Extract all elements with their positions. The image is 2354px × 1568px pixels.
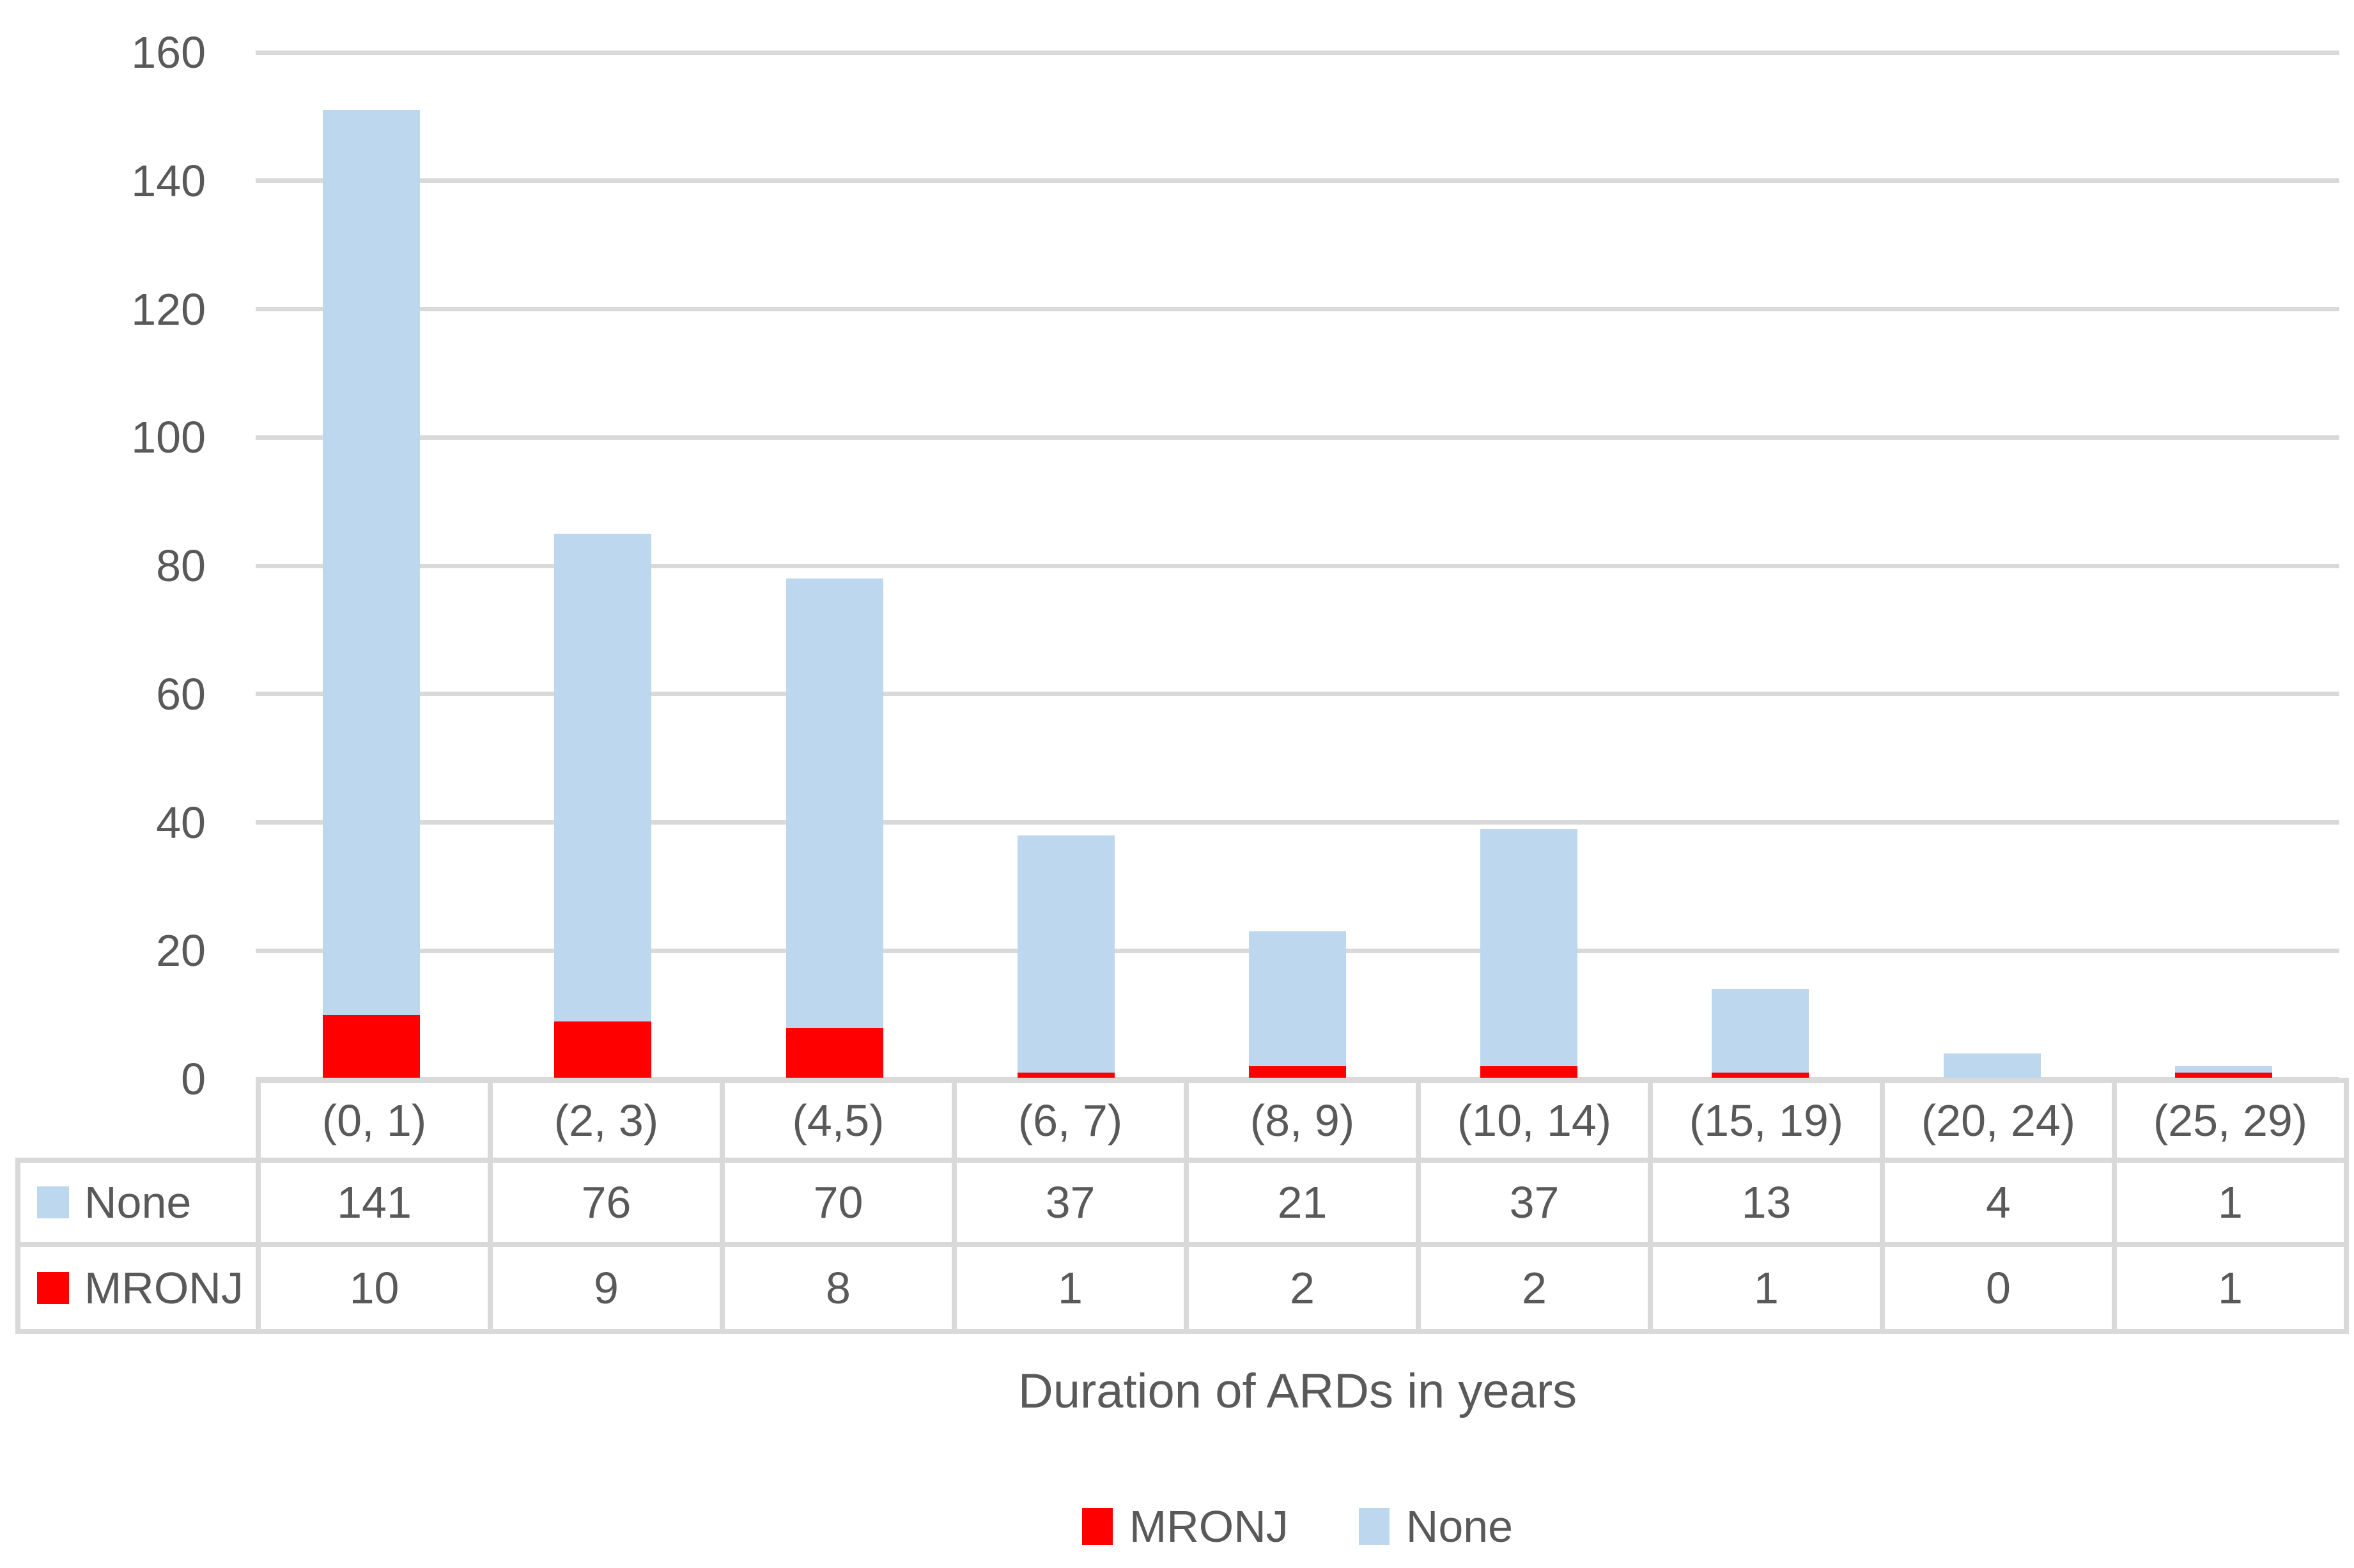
bar-segment-mronj: [2174, 1072, 2272, 1079]
y-axis-tick-label: 160: [131, 27, 206, 77]
y-axis-tick-label: 0: [181, 1054, 206, 1104]
category-header-cell: (8, 9): [1184, 1078, 1421, 1163]
table-category-row: (0, 1) (2, 3) (4,5) (6, 7) (8, 9) (10, 14) (15…: [18, 1078, 2349, 1163]
bar-segment-mronj: [1249, 1066, 1346, 1079]
table-value-cell-none: 1: [2112, 1158, 2349, 1247]
table-series-row-mronj: MRONJ 10 9 8 1 2 2 1 0 1: [15, 1242, 2349, 1334]
bar-segment-none: [554, 533, 652, 1021]
table-row-header-label: MRONJ: [84, 1263, 244, 1313]
gridline-y-160: [256, 50, 2339, 55]
bar-segment-none: [1712, 989, 1809, 1073]
table-value-cell-mronj: 9: [488, 1242, 725, 1334]
table-value-cell-mronj: 10: [256, 1242, 493, 1334]
gridline-y-140: [256, 178, 2339, 183]
legend-item-none: None: [1358, 1501, 1514, 1552]
x-axis-title: Duration of ARDs in years: [1018, 1364, 1577, 1418]
table-value-cell-mronj: 2: [1184, 1242, 1421, 1334]
gridline-y-0: [256, 1076, 2339, 1082]
bar-segment-mronj: [554, 1021, 652, 1079]
category-header-cell: (15, 19): [1648, 1078, 1885, 1163]
table-value-cell-none: 4: [1880, 1158, 2117, 1247]
category-header-cell: (20, 24): [1880, 1078, 2117, 1163]
bar-segment-none: [323, 110, 421, 1015]
category-header-cell: (25, 29): [2112, 1078, 2349, 1163]
none-legend-swatch-icon: [1358, 1508, 1390, 1545]
legend-label-mronj: MRONJ: [1129, 1502, 1289, 1551]
table-value-cell-mronj: 0: [1880, 1242, 2117, 1334]
table-value-cell-mronj: 1: [952, 1242, 1189, 1334]
legend-label-none: None: [1405, 1502, 1514, 1551]
bar-segment-mronj: [1480, 1066, 1578, 1079]
table-value-cell-none: 141: [256, 1158, 493, 1247]
y-axis-tick-label: 40: [156, 797, 206, 848]
table-row-header-label: None: [84, 1177, 192, 1227]
table-corner-cell: [18, 1080, 258, 1160]
bar-segment-mronj: [1017, 1072, 1115, 1079]
gridline-y-40: [256, 820, 2339, 825]
category-header-cell: (4,5): [720, 1078, 957, 1163]
category-header-cell: (6, 7): [952, 1078, 1189, 1163]
y-axis-tick-label: 60: [156, 669, 206, 719]
y-axis-tick-label: 80: [156, 541, 206, 591]
table-value-cell-mronj: 2: [1416, 1242, 1653, 1334]
bar-segment-none: [1480, 828, 1578, 1066]
legend-item-mronj: MRONJ: [1081, 1501, 1289, 1552]
table-value-cell-none: 21: [1184, 1158, 1421, 1247]
category-header-cell: (0, 1): [256, 1078, 493, 1163]
table-value-cell-none: 76: [488, 1158, 725, 1247]
none-series-swatch-icon: [37, 1186, 69, 1218]
y-axis-tick-label: 120: [131, 284, 206, 334]
gridline-y-60: [256, 692, 2339, 697]
bar-segment-none: [786, 578, 883, 1028]
table-value-cell-mronj: 1: [2112, 1242, 2349, 1334]
table-series-row-none: None 141 76 70 37 21 37 13 4 1: [15, 1158, 2349, 1247]
gridline-y-100: [256, 435, 2339, 440]
gridline-y-80: [256, 563, 2339, 568]
bar-segment-none: [1943, 1053, 2041, 1079]
y-axis-tick-label: 100: [131, 412, 206, 463]
table-row-header-none: None: [15, 1158, 261, 1247]
chart-data-table: (0, 1) (2, 3) (4,5) (6, 7) (8, 9) (10, 14) (15…: [15, 1078, 2349, 1334]
table-value-cell-none: 37: [1416, 1158, 1653, 1247]
category-header-cell: (2, 3): [488, 1078, 725, 1163]
table-value-cell-none: 37: [952, 1158, 1189, 1247]
bar-segment-mronj: [786, 1027, 883, 1079]
bar-segment-none: [1017, 835, 1115, 1073]
table-value-cell-mronj: 1: [1648, 1242, 1885, 1334]
mronj-legend-swatch-icon: [1081, 1508, 1113, 1545]
table-value-cell-none: 13: [1648, 1158, 1885, 1247]
table-value-cell-none: 70: [720, 1158, 957, 1247]
table-value-cell-mronj: 8: [720, 1242, 957, 1334]
bar-segment-mronj: [1712, 1072, 1809, 1079]
gridline-y-120: [256, 307, 2339, 311]
bar-segment-mronj: [323, 1014, 421, 1079]
y-axis-tick-label: 20: [156, 926, 206, 976]
bar-segment-none: [2174, 1066, 2272, 1073]
legend: MRONJ None: [256, 1501, 2339, 1552]
category-header-cell: (10, 14): [1416, 1078, 1653, 1163]
table-row-header-mronj: MRONJ: [15, 1242, 261, 1334]
bar-segment-none: [1249, 931, 1346, 1066]
mronj-series-swatch-icon: [37, 1272, 69, 1304]
y-axis-tick-label: 140: [131, 155, 206, 206]
